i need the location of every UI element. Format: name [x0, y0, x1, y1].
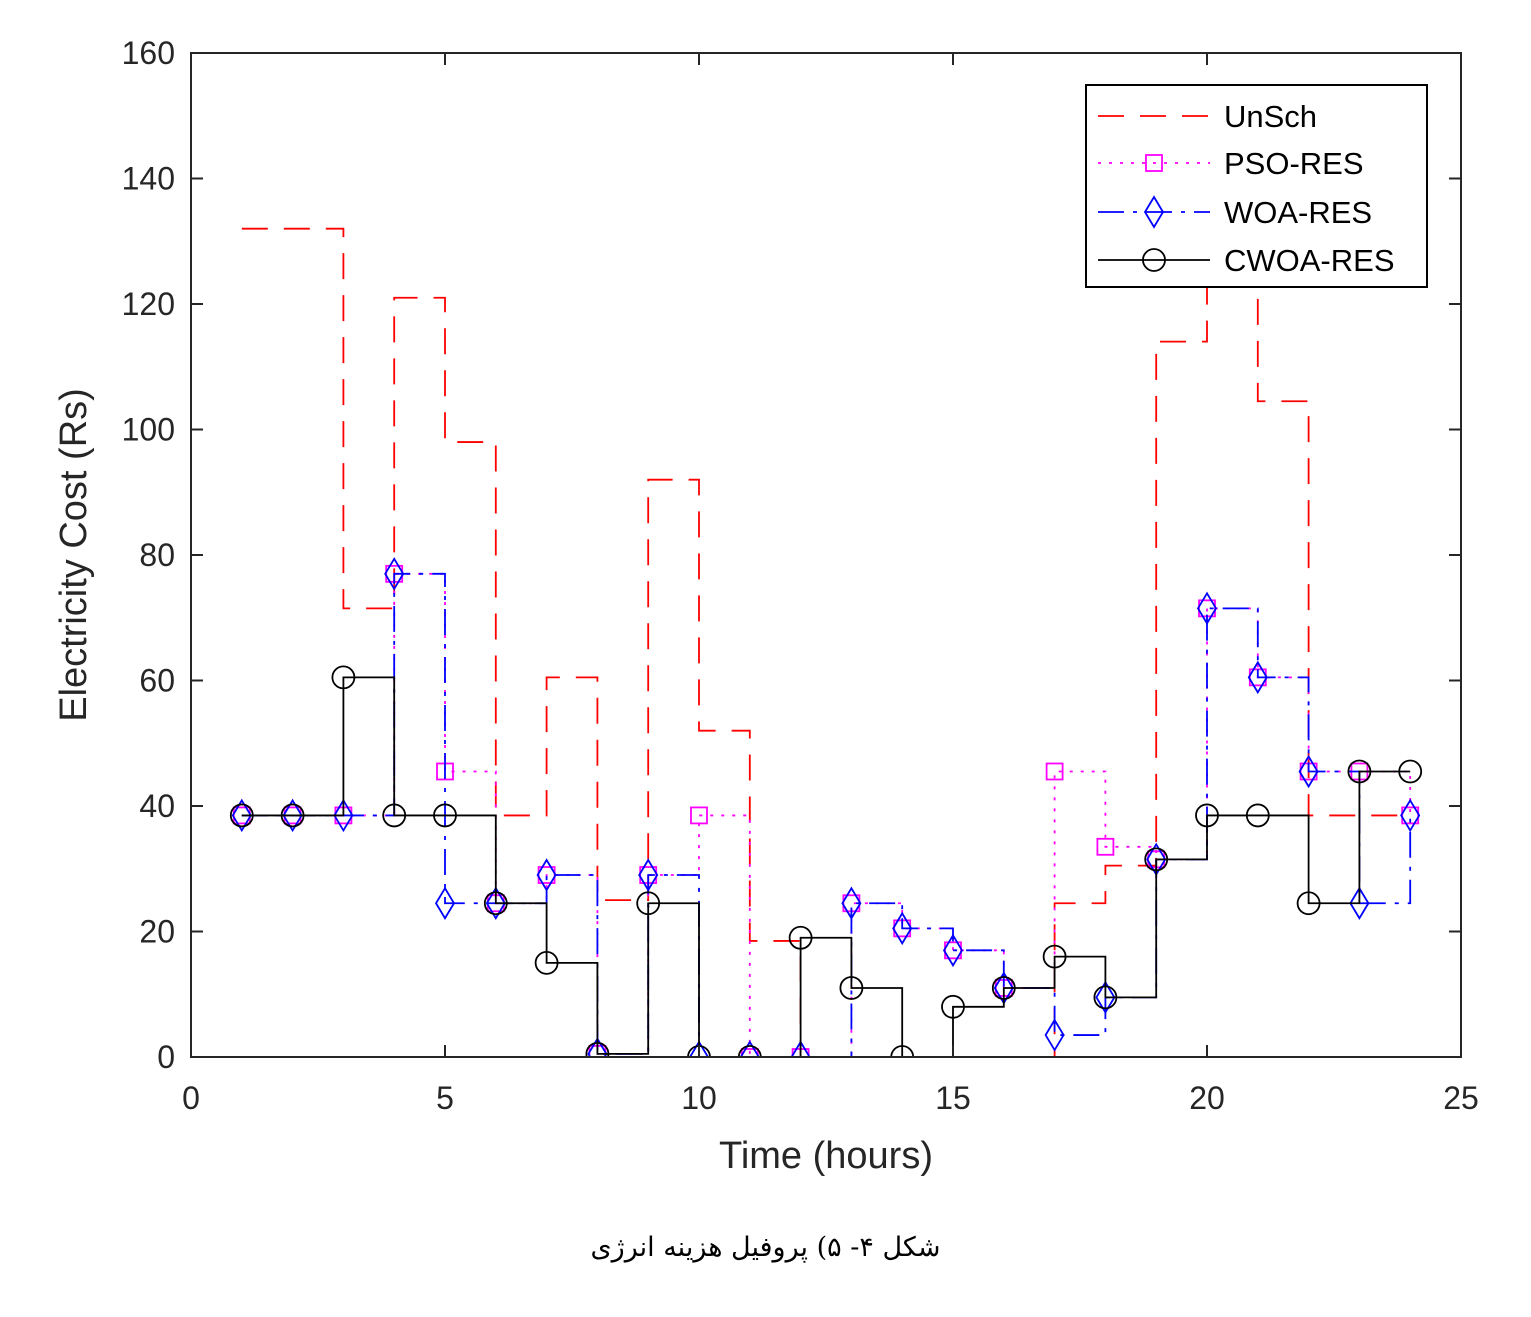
- data-point-woa-res: [282, 798, 303, 833]
- series-line-unsch: [241, 227, 1411, 1057]
- data-point-woa-res: [536, 858, 557, 892]
- x-axis-label: Time (hours): [719, 1135, 933, 1177]
- data-point-woa-res: [790, 1040, 811, 1057]
- data-point-cwoa-res: [280, 803, 305, 828]
- y-tick-label: 40: [139, 788, 175, 824]
- data-point-cwoa-res: [636, 891, 661, 916]
- x-tick-label: 25: [1443, 1080, 1479, 1116]
- x-tick-label: 15: [935, 1080, 971, 1116]
- data-point-woa-res: [1095, 980, 1116, 1015]
- data-point-woa-res: [688, 1040, 710, 1057]
- data-point-cwoa-res: [788, 925, 813, 950]
- figure-caption: شکل ۴- ۵) پروفیل هزینه انرژی: [590, 1232, 941, 1263]
- legend-entry-pso-res: PSO-RES: [1098, 146, 1364, 181]
- y-tick-label: 160: [122, 35, 175, 71]
- legend-entry-unsch: UnSch: [1098, 99, 1317, 134]
- legend-marker-woa-res: [1143, 195, 1165, 229]
- data-point-woa-res: [434, 886, 456, 921]
- data-point-pso-res: [740, 1048, 759, 1057]
- data-point-woa-res: [841, 886, 862, 921]
- y-tick-label: 100: [122, 412, 175, 448]
- data-point-cwoa-res: [331, 665, 356, 690]
- y-tick-label: 0: [157, 1039, 175, 1075]
- y-tick-label: 20: [139, 914, 175, 950]
- data-point-cwoa-res: [890, 1045, 915, 1057]
- series-woa-res: [231, 557, 1421, 1057]
- data-point-woa-res: [231, 798, 252, 833]
- data-point-woa-res: [587, 1037, 608, 1057]
- legend-entry-woa-res: WOA-RES: [1098, 195, 1372, 230]
- data-point-cwoa-res: [382, 803, 407, 828]
- data-point-pso-res: [690, 806, 708, 825]
- data-point-cwoa-res: [737, 1045, 762, 1057]
- legend-box: [1085, 84, 1428, 288]
- data-point-woa-res: [739, 1040, 760, 1057]
- data-point-cwoa-res: [941, 994, 965, 1019]
- data-point-woa-res: [1298, 754, 1319, 789]
- data-point-cwoa-res: [1398, 759, 1423, 784]
- data-point-cwoa-res: [1245, 803, 1270, 828]
- data-point-woa-res: [1247, 660, 1268, 695]
- data-point-cwoa-res: [839, 976, 864, 1000]
- legend-marker-cwoa-res: [1142, 248, 1166, 272]
- data-point-woa-res: [384, 557, 405, 591]
- x-tick-label: 10: [681, 1080, 717, 1116]
- data-point-cwoa-res: [1042, 944, 1067, 969]
- data-point-woa-res: [485, 886, 506, 921]
- data-point-woa-res: [1196, 591, 1218, 626]
- y-tick-label: 140: [122, 161, 175, 197]
- data-point-cwoa-res: [534, 950, 559, 975]
- data-point-cwoa-res: [1347, 759, 1372, 784]
- electricity-cost-chart: 0 5 10 15 20 25 0 20 40 60 80 100 120 140 160 Time (ho…: [53, 35, 1479, 1177]
- data-point-pso-res: [1096, 837, 1115, 856]
- legend-label-pso-res: PSO-RES: [1224, 146, 1364, 181]
- data-point-cwoa-res: [585, 1041, 610, 1057]
- data-point-woa-res: [942, 933, 964, 968]
- y-axis-label: Electricity Cost (Rs): [53, 388, 95, 722]
- series-unsch: [241, 227, 1411, 1057]
- data-point-cwoa-res: [1093, 985, 1118, 1010]
- x-tick-label: 5: [436, 1080, 454, 1116]
- legend-marker-pso-res: [1145, 154, 1163, 172]
- data-point-woa-res: [333, 798, 354, 833]
- series-layer: [229, 227, 1423, 1057]
- series-cwoa-res: [229, 665, 1423, 1057]
- data-point-cwoa-res: [1296, 891, 1321, 916]
- data-point-cwoa-res: [991, 976, 1016, 1000]
- data-point-woa-res: [1349, 886, 1370, 921]
- data-point-cwoa-res: [483, 891, 508, 916]
- legend-label-woa-res: WOA-RES: [1224, 195, 1372, 230]
- data-point-woa-res: [638, 858, 659, 892]
- legend-entry-cwoa-res: CWOA-RES: [1098, 243, 1395, 278]
- data-point-cwoa-res: [229, 803, 254, 828]
- legend: UnSch PSO-RES WOA-RES CWOA-RES: [1085, 84, 1428, 288]
- data-point-woa-res: [892, 911, 913, 946]
- data-point-cwoa-res: [1144, 847, 1169, 872]
- legend-label-unsch: UnSch: [1224, 99, 1317, 134]
- series-line-cwoa-res: [241, 676, 1411, 1057]
- data-point-pso-res: [1045, 762, 1064, 781]
- axes-layer: 0 5 10 15 20 25 0 20 40 60 80 100 120 140 160: [122, 35, 1479, 1116]
- data-point-woa-res: [1044, 1018, 1065, 1052]
- y-tick-label: 120: [122, 286, 175, 322]
- data-point-cwoa-res: [433, 803, 457, 828]
- y-tick-label: 60: [139, 663, 175, 699]
- data-point-cwoa-res: [1195, 803, 1219, 828]
- legend-label-cwoa-res: CWOA-RES: [1224, 243, 1395, 278]
- y-tick-label: 80: [139, 537, 175, 573]
- x-tick-label: 20: [1189, 1080, 1225, 1116]
- data-point-woa-res: [1400, 798, 1421, 833]
- series-line-pso-res: [241, 572, 1412, 1057]
- x-tick-label: 0: [182, 1080, 200, 1116]
